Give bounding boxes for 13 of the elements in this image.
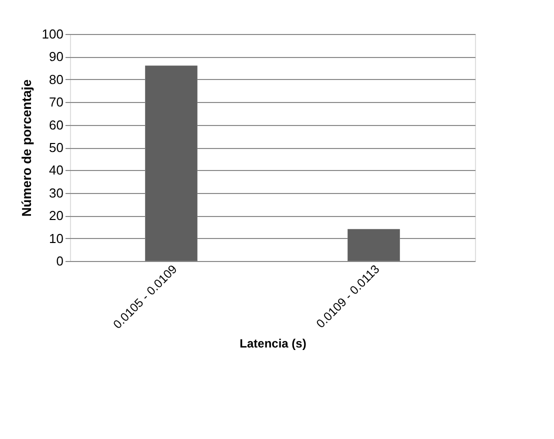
y-tick-label: 60 xyxy=(49,117,64,132)
y-tick-label: 80 xyxy=(49,72,64,87)
y-tick-label: 100 xyxy=(42,26,64,42)
y-tick-label: 70 xyxy=(49,94,64,110)
y-tick-label: 50 xyxy=(49,140,64,155)
y-tick-label: 30 xyxy=(49,185,64,200)
y-axis-title: Número de porcentaje xyxy=(18,79,34,217)
y-tick-label: 0 xyxy=(56,254,64,268)
y-tick-label: 90 xyxy=(49,49,64,64)
y-tick-label: 10 xyxy=(49,230,64,246)
y-tick-label: 40 xyxy=(49,162,64,178)
y-tick-label: 20 xyxy=(49,208,64,224)
x-axis-title: Latencia (s) xyxy=(240,336,306,351)
